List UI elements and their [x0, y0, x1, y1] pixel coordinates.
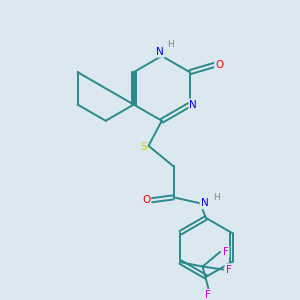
Text: F: F	[226, 265, 231, 275]
Text: O: O	[142, 195, 150, 205]
Text: N: N	[156, 46, 164, 56]
Text: F: F	[206, 290, 212, 300]
Text: S: S	[140, 142, 146, 152]
Text: N: N	[190, 100, 197, 110]
Text: N: N	[201, 198, 208, 208]
Text: F: F	[223, 247, 229, 257]
Text: H: H	[213, 193, 220, 202]
Text: O: O	[215, 60, 224, 70]
Text: H: H	[167, 40, 174, 49]
